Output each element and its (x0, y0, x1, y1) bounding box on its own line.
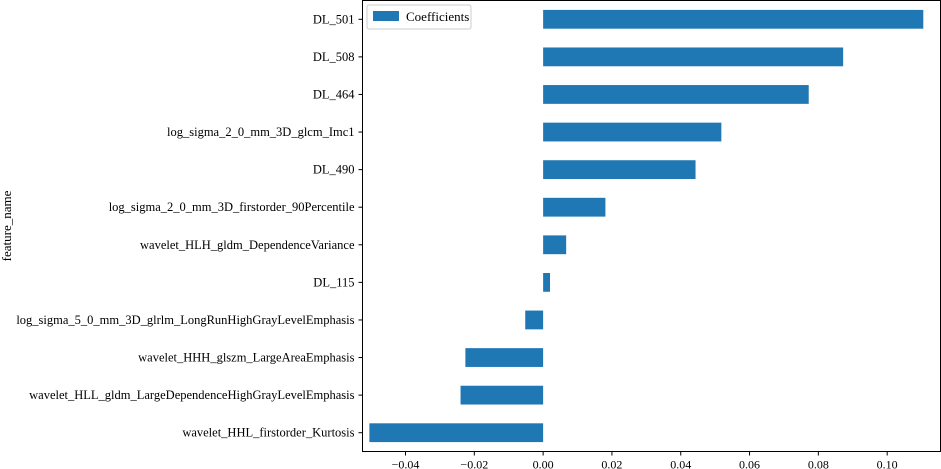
y-tick-label: DL_490 (313, 163, 355, 177)
legend-label: Coefficients (406, 9, 469, 24)
bar-DL_501 (543, 9, 924, 29)
bar-DL_464 (543, 85, 809, 104)
y-tick-label: wavelet_HHH_glszm_LargeAreaEmphasis (138, 351, 355, 365)
bar-wavelet_HHH_glszm_LargeAreaEmphasis (465, 348, 544, 367)
bar-DL_508 (543, 47, 844, 67)
bar-wavelet_HLL_gldm_LargeDependenceHighGrayLevelEmphasis (460, 385, 544, 405)
legend: Coefficients (366, 4, 472, 30)
x-tick-label: −0.04 (392, 458, 420, 469)
y-tick-label: DL_501 (313, 12, 355, 26)
x-tick-label: 0.08 (808, 458, 829, 469)
y-tick-label: log_sigma_2_0_mm_3D_firstorder_90Percent… (109, 200, 355, 214)
y-tick-label: log_sigma_2_0_mm_3D_glcm_Imc1 (167, 125, 354, 139)
x-ticks-group: −0.04 −0.02 0.00 0.02 0.04 0.06 0.08 0.10 (392, 451, 898, 469)
y-axis-label: feature_name (0, 190, 14, 261)
x-tick-label: 0.06 (739, 458, 760, 469)
y-tick-label: log_sigma_5_0_mm_3D_glrlm_LongRunHighGra… (16, 313, 354, 327)
x-tick-label: −0.02 (460, 458, 488, 469)
bar-wavelet_HLH_gldm_DependenceVariance (543, 235, 567, 255)
y-tick-label: wavelet_HLL_gldm_LargeDependenceHighGray… (29, 388, 354, 402)
y-ticks-group: DL_501 DL_508 DL_464 log_sigma_2_0_mm_3D_gl… (16, 12, 363, 440)
legend-swatch (373, 11, 399, 21)
plot-frame (362, 0, 941, 452)
x-tick-label: 0.10 (877, 458, 898, 469)
bar-log_sigma_2_0_mm_3D_glcm_Imc1 (543, 122, 722, 142)
bar-DL_115 (543, 272, 551, 292)
bars-group (369, 9, 924, 443)
bar-log_sigma_5_0_mm_3D_glrlm_LongRunHighGrayLevelEmphasis (525, 310, 544, 330)
y-tick-label: wavelet_HLH_gldm_DependenceVariance (140, 238, 355, 252)
bar-log_sigma_2_0_mm_3D_firstorder_90Percentile (543, 197, 606, 217)
x-tick-label: 0.04 (670, 458, 691, 469)
x-tick-label: 0.00 (533, 458, 554, 469)
y-tick-label: DL_115 (313, 275, 354, 289)
bar-wavelet_HHL_firstorder_Kurtosis (369, 423, 544, 443)
y-tick-label: DL_508 (313, 50, 355, 64)
y-tick-label: DL_464 (313, 87, 355, 101)
x-tick-label: 0.02 (601, 458, 622, 469)
bar-DL_490 (543, 160, 696, 180)
y-tick-label: wavelet_HHL_firstorder_Kurtosis (182, 426, 354, 440)
